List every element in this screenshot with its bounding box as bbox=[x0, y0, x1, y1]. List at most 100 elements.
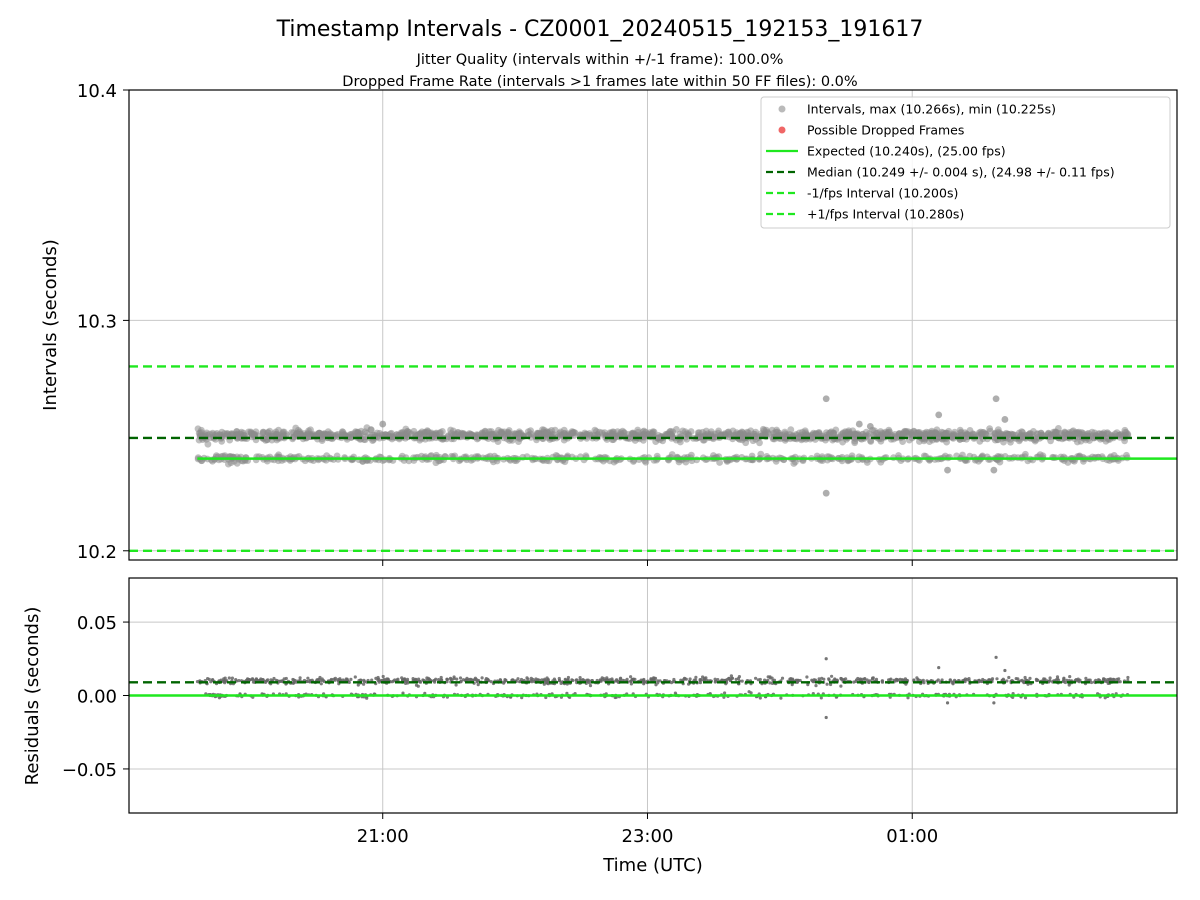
interval-outlier-point bbox=[822, 489, 830, 497]
residual-point bbox=[887, 678, 891, 682]
intervals-points bbox=[194, 395, 1132, 497]
interval-point bbox=[318, 437, 326, 444]
interval-point bbox=[1104, 434, 1112, 442]
residual-point bbox=[250, 677, 255, 681]
residual-point bbox=[377, 680, 381, 684]
residuals-panel: 0.05 0.00 −0.05 21:00 23:00 01:00 Residuals … bbox=[22, 577, 1178, 876]
interval-point bbox=[756, 439, 763, 447]
residual-point bbox=[734, 677, 738, 682]
residual-point bbox=[839, 684, 843, 688]
residual-point bbox=[570, 678, 574, 682]
residual-point bbox=[749, 691, 753, 695]
interval-point bbox=[772, 428, 780, 436]
interval-point bbox=[487, 433, 495, 441]
interval-point bbox=[823, 431, 830, 439]
interval-point bbox=[682, 458, 690, 466]
residual-point bbox=[896, 678, 900, 682]
residual-point bbox=[839, 676, 843, 681]
residual-point bbox=[830, 674, 834, 678]
interval-point bbox=[234, 434, 242, 442]
interval-outlier-point bbox=[855, 420, 863, 428]
interval-point bbox=[204, 440, 212, 448]
interval-point bbox=[752, 432, 760, 440]
interval-point bbox=[851, 437, 859, 445]
residual-point bbox=[618, 677, 622, 681]
x-axis-label: Time (UTC) bbox=[602, 855, 703, 876]
residual-point bbox=[207, 677, 211, 682]
residual-point bbox=[374, 676, 378, 681]
intervals-x-axis-ticks bbox=[382, 560, 913, 566]
residual-point bbox=[1023, 696, 1028, 700]
residual-point bbox=[400, 676, 404, 680]
residual-point bbox=[381, 674, 385, 679]
interval-point bbox=[444, 433, 452, 441]
residual-point bbox=[529, 679, 533, 683]
residual-point bbox=[455, 677, 459, 681]
interval-point bbox=[363, 429, 371, 437]
residual-point bbox=[362, 682, 366, 686]
residual-point bbox=[629, 675, 633, 679]
residual-point bbox=[1103, 696, 1107, 700]
interval-point bbox=[808, 434, 816, 442]
residual-point bbox=[948, 678, 952, 682]
residual-point bbox=[540, 678, 544, 682]
interval-point bbox=[747, 427, 755, 435]
interval-point bbox=[393, 431, 401, 438]
residual-point bbox=[293, 679, 297, 683]
residual-point bbox=[679, 678, 683, 682]
residual-point bbox=[370, 678, 374, 682]
interval-point bbox=[1075, 430, 1083, 437]
residual-point bbox=[780, 676, 785, 680]
interval-point bbox=[363, 424, 371, 432]
residual-point bbox=[195, 680, 200, 684]
residual-point bbox=[439, 675, 443, 680]
x-tick-label: 23:00 bbox=[622, 826, 674, 847]
residual-outlier-point bbox=[937, 665, 941, 670]
residual-point bbox=[445, 677, 449, 682]
residual-point bbox=[209, 680, 213, 684]
interval-point bbox=[966, 427, 974, 434]
residual-point bbox=[915, 676, 919, 680]
interval-point bbox=[1065, 429, 1073, 436]
residual-point bbox=[564, 678, 568, 682]
interval-point bbox=[524, 428, 532, 435]
interval-point bbox=[1083, 430, 1091, 438]
residual-point bbox=[880, 679, 884, 684]
residual-point bbox=[362, 678, 366, 683]
residual-point bbox=[588, 684, 593, 688]
residual-outlier-point bbox=[945, 701, 950, 705]
interval-point bbox=[592, 428, 600, 435]
legend-item-minus-fps: -1/fps Interval (10.200s) bbox=[766, 186, 958, 201]
residual-point bbox=[1126, 675, 1130, 680]
residual-point bbox=[940, 678, 944, 682]
residual-point bbox=[729, 674, 734, 678]
residual-point bbox=[796, 679, 800, 683]
residual-point bbox=[868, 679, 872, 683]
legend-label-intervals: Intervals, max (10.266s), min (10.225s) bbox=[807, 102, 1056, 117]
legend-item-expected: Expected (10.240s), (25.00 fps) bbox=[766, 144, 1006, 159]
interval-point bbox=[963, 435, 970, 443]
interval-point bbox=[629, 431, 637, 438]
residual-point bbox=[246, 677, 250, 681]
residual-point bbox=[810, 678, 814, 682]
residual-point bbox=[656, 681, 660, 685]
interval-point bbox=[865, 430, 873, 437]
interval-point bbox=[959, 451, 966, 459]
interval-point bbox=[227, 459, 235, 467]
interval-point bbox=[910, 428, 918, 436]
residual-point bbox=[965, 678, 969, 682]
residual-point bbox=[349, 677, 353, 682]
interval-point bbox=[616, 431, 623, 439]
intervals-y-axis-ticks: 10.2 10.3 10.4 bbox=[77, 81, 129, 563]
residual-point bbox=[854, 679, 858, 684]
residual-point bbox=[474, 677, 478, 682]
y-tick-label: 0.00 bbox=[77, 687, 117, 708]
residuals-y-axis-ticks: 0.05 0.00 −0.05 bbox=[62, 613, 129, 781]
interval-point bbox=[376, 429, 384, 437]
residual-point bbox=[874, 677, 879, 682]
interval-point bbox=[570, 428, 578, 436]
interval-point bbox=[452, 430, 460, 438]
residual-point bbox=[353, 675, 357, 679]
interval-point bbox=[1037, 429, 1045, 437]
residual-point bbox=[461, 678, 465, 682]
